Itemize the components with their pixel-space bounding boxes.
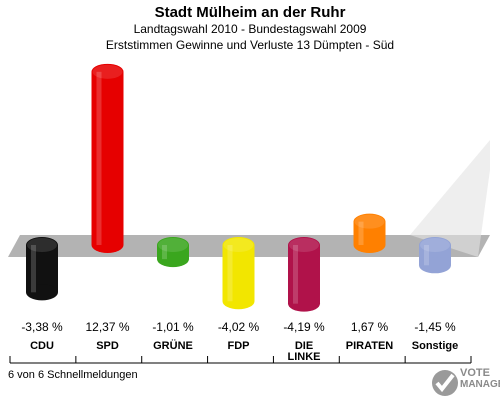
value-label: -4,02 % [218, 320, 260, 334]
logo-line-1: VOTE [460, 367, 490, 379]
category-label: GRÜNE [153, 339, 193, 352]
category-label: CDU [30, 340, 54, 352]
bar-fdp [222, 237, 255, 310]
bar-bottom-cap [419, 257, 451, 274]
bar-top-cap [419, 237, 451, 253]
bar-top-highlight [420, 238, 450, 252]
bar-highlight [293, 245, 298, 304]
value-label: -1,45 % [414, 320, 456, 334]
bar-top-highlight [223, 238, 254, 252]
bar-bottom-cap [157, 251, 189, 268]
bar-top-cap [91, 63, 124, 80]
category-label: DIE [295, 340, 313, 352]
chart-title: Stadt Mülheim an der Ruhr [154, 4, 346, 21]
baseline-shadow [410, 140, 490, 257]
bar-highlight [358, 221, 364, 245]
category-label: SPD [96, 340, 119, 352]
bar-top-highlight [27, 238, 57, 252]
bar-highlight [96, 71, 102, 245]
bar-top-cap [26, 237, 58, 253]
value-labels-group: -3,38 % 12,37 % -1,01 % -4,02 % -4,19 % 1,67 … [21, 320, 456, 334]
bar-die-linke [288, 237, 320, 312]
logo-text: VOTE MANAGER [460, 367, 500, 391]
bar-body [288, 245, 320, 304]
category-label: Sonstige [412, 340, 458, 352]
reporting-status: 6 von 6 Schnellmeldungen [8, 369, 138, 381]
bar-top-highlight [158, 238, 188, 252]
bar-body [91, 71, 124, 245]
bar-body [222, 245, 255, 302]
bar-top-highlight [354, 214, 385, 229]
value-label: -4,19 % [283, 320, 325, 334]
bar-bottom-cap [353, 237, 386, 253]
bar-highlight [227, 245, 233, 302]
bar-spd [91, 63, 124, 253]
value-label: 12,37 % [85, 320, 129, 334]
value-label: -3,38 % [21, 320, 63, 334]
value-label: -1,01 % [152, 320, 194, 334]
chart-subtitle: Landtagswahl 2010 - Bundestagswahl 2009 [133, 22, 367, 36]
bar-highlight [31, 245, 36, 293]
bar-bottom-cap [26, 284, 58, 301]
bars-group [26, 63, 451, 312]
category-label: FDP [228, 340, 250, 352]
logo-line-2: MANAGER [460, 379, 500, 390]
bar-gr-ne [157, 237, 189, 268]
chart-subtitle-2: Erststimmen Gewinne und Verluste 13 Dümp… [105, 38, 395, 52]
bar-top-cap [222, 237, 255, 253]
category-label: LINKE [288, 351, 321, 363]
bar-top-highlight [289, 238, 319, 252]
value-label: 1,67 % [351, 320, 389, 334]
bar-sonstige [419, 237, 451, 274]
bar-piraten [353, 213, 386, 253]
bar-top-cap [157, 237, 189, 253]
category-label: PIRATEN [346, 340, 394, 352]
bar-cdu [26, 237, 58, 301]
bar-top-cap [288, 237, 320, 253]
bar-highlight [162, 245, 167, 260]
bar-bottom-cap [91, 237, 124, 253]
bar-bottom-cap [288, 295, 320, 312]
vote-manager-logo-icon [432, 370, 458, 396]
bar-top-highlight [92, 64, 123, 79]
bar-highlight [424, 245, 429, 266]
bar-bottom-cap [222, 293, 255, 310]
bar-top-cap [353, 213, 386, 230]
